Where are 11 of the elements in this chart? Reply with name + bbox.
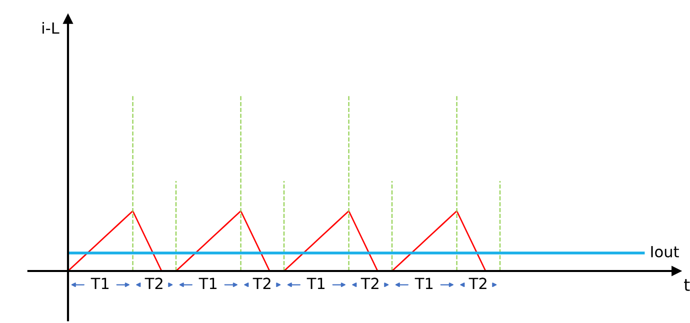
text: t — [684, 279, 690, 291]
text: T2 — [144, 278, 162, 290]
text: T2 — [252, 278, 270, 290]
text: T1 — [90, 278, 109, 290]
text: T1 — [198, 278, 217, 290]
text: T1 — [306, 278, 325, 290]
text: T2 — [360, 278, 378, 290]
text: T2 — [468, 278, 486, 290]
text: T1 — [414, 278, 433, 290]
text: i-L — [42, 22, 60, 34]
ref-line-label: Iout — [651, 246, 679, 258]
